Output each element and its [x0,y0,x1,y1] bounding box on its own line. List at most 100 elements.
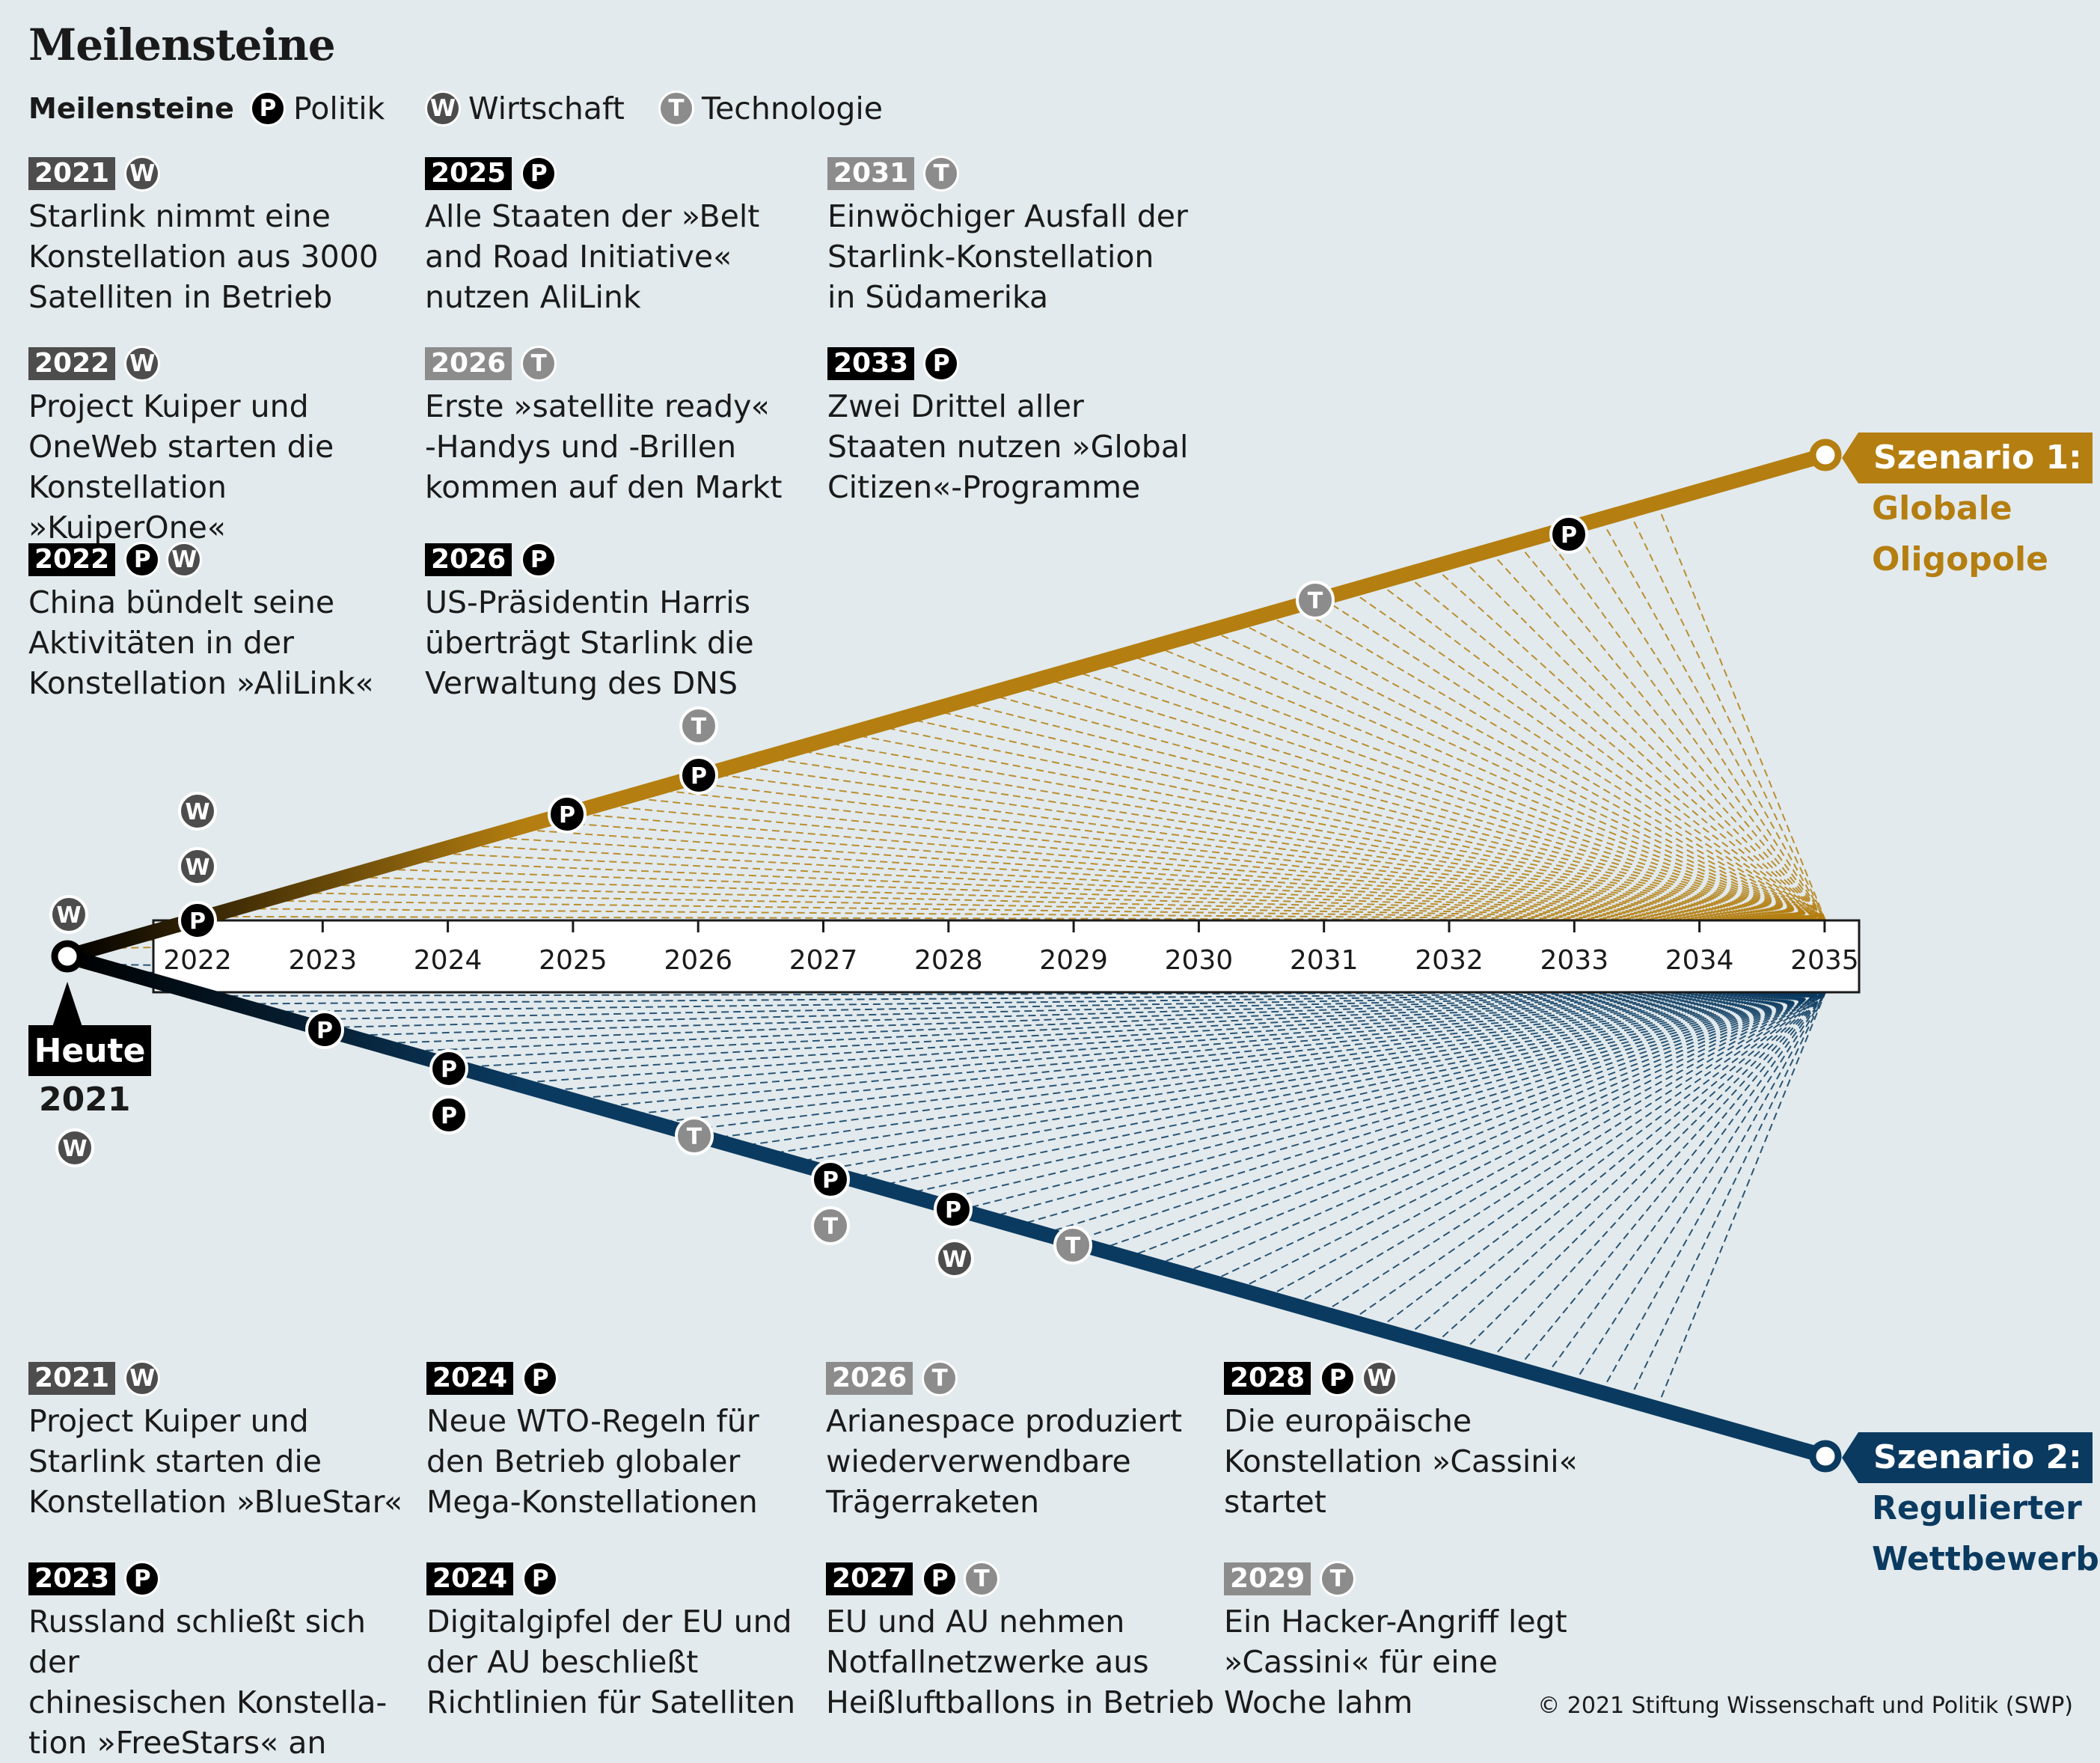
fan-line [1071,992,1826,1243]
scenario1-subtitle: Globale Oligopole [1872,483,2048,585]
fan-line [429,992,1826,1060]
milestone-header: 2021 W [28,154,417,193]
fan-line [1210,992,1826,1283]
marker-letter: W [942,1247,967,1273]
milestone-header: 2021 W [28,1359,417,1398]
fan-line [1377,581,1826,921]
fan-line [736,764,1826,921]
milestone-year: 2026 [425,543,512,576]
marker-letter: P [441,1057,457,1083]
scenario2-end-node [1809,1440,1842,1473]
scenario1-subtitle-line1: Globale [1872,489,2012,528]
fan-line [736,992,1826,1148]
fan-line [820,741,1826,921]
year-label-2035: 2035 [1790,945,1859,976]
milestone-header: 2026 P [425,540,814,579]
fan-line [987,693,1826,921]
fan-line [987,992,1826,1219]
fan-line [597,804,1826,921]
milestone-year: 2024 [426,1562,514,1595]
politik-badge-icon: P [522,1360,559,1396]
fan-line [1600,518,1826,921]
milestone-year: 2028 [1224,1362,1311,1395]
fan-line [959,700,1826,921]
fan-line [959,992,1826,1212]
fan-line [1098,661,1826,921]
technologie-badge-icon: T [964,1561,1000,1597]
scenario2-tag: Szenario 2: [1842,1432,2093,1483]
technologie-badge-icon: T [923,156,960,192]
fan-line [262,899,1826,921]
politik-marker-icon [305,1010,344,1049]
milestone-header: 2022 P W [28,540,417,579]
milestone-text: US-Präsidentin Harris überträgt Starlink … [425,584,754,701]
fan-line [1573,526,1826,921]
fan-line [652,992,1826,1124]
year-label-2028: 2028 [914,945,983,976]
politik-badge-icon: P [1320,1360,1356,1396]
start-node [51,940,84,973]
s1-milestone-2022: 2022 P W China bündelt seine Aktivitäten in … [28,540,417,703]
technologie-badge-icon: T [1320,1561,1356,1597]
s1-milestone-2031: 2031 T Einwöchiger Ausfall der Starlink-Kon… [827,154,1216,317]
year-label-2026: 2026 [664,945,732,976]
fan-line [848,733,1826,921]
year-label-2029: 2029 [1039,945,1108,976]
year-label-2024: 2024 [414,945,483,976]
fan-line [513,828,1826,921]
wirtschaft-marker-icon [178,847,217,886]
marker-letter: P [945,1197,961,1223]
fan-line [1461,557,1826,921]
s2-milestone-2027: 2027 P T EU und AU nehmen Notfallnetzwerke a… [826,1559,1215,1723]
milestone-year: 2022 [28,543,116,576]
politik-badge-icon: P [521,542,557,578]
fan-line [206,992,1826,997]
milestone-year: 2033 [827,347,915,380]
fan-line [569,992,1826,1100]
fan-line [373,992,1826,1045]
fan-line [234,992,1826,1005]
milestone-text: Arianespace produziert wiederverwendbare T… [826,1403,1183,1520]
fan-line [1182,992,1826,1274]
technologie-marker-icon [679,706,718,745]
technologie-badge-icon: T [658,91,694,126]
fan-line [234,908,1826,921]
fan-line [1321,992,1826,1314]
fan-line [1098,992,1826,1250]
milestone-year: 2021 [28,157,116,190]
fan-line [346,876,1826,921]
fan-line [1043,992,1826,1235]
fan-line [597,992,1826,1108]
s1-milestone-2025: 2025 P Alle Staaten der »Belt and Road Init… [425,154,814,317]
s2-milestone-2028: 2028 P W Die europäische Konstellation »Cass… [1224,1359,1613,1522]
fan-line [1461,992,1826,1354]
marker-letter: W [56,902,81,929]
fan-line [290,992,1826,1021]
year-label-2027: 2027 [789,945,858,976]
fan-line [1210,629,1826,921]
legend-label-politik: Politik [293,91,385,126]
scenario1-subtitle-line2: Oligopole [1872,540,2048,578]
fan-line [792,748,1826,921]
politik-badge-icon: P [922,1561,958,1597]
milestone-year: 2025 [425,157,512,190]
fan-line [1573,992,1826,1385]
milestone-text: Alle Staaten der »Belt and Road Initiativ… [425,198,760,315]
wirtschaft-badge-icon: W [124,156,161,192]
fan-line [1015,685,1826,921]
milestone-header: 2026 T [826,1359,1215,1398]
milestone-text: Zwei Drittel aller Staaten nutzen »Global… [827,388,1189,505]
fan-line [1294,605,1826,921]
fan-line [1266,614,1826,921]
scenario2-subtitle-line1: Regulierter [1872,1489,2082,1527]
milestone-text: Einwöchiger Ausfall der Starlink-Konstell… [827,198,1188,315]
wirtschaft-badge-icon: W [425,91,461,126]
marker-letter: T [1308,588,1323,614]
year-label-2031: 2031 [1290,945,1359,976]
fan-line [875,992,1826,1188]
legend-item-wirtschaft: W Wirtschaft [425,89,625,128]
fan-line [1516,992,1826,1369]
milestone-header: 2024 P [426,1359,815,1398]
politik-marker-icon [548,795,587,834]
fan-line [486,836,1826,921]
